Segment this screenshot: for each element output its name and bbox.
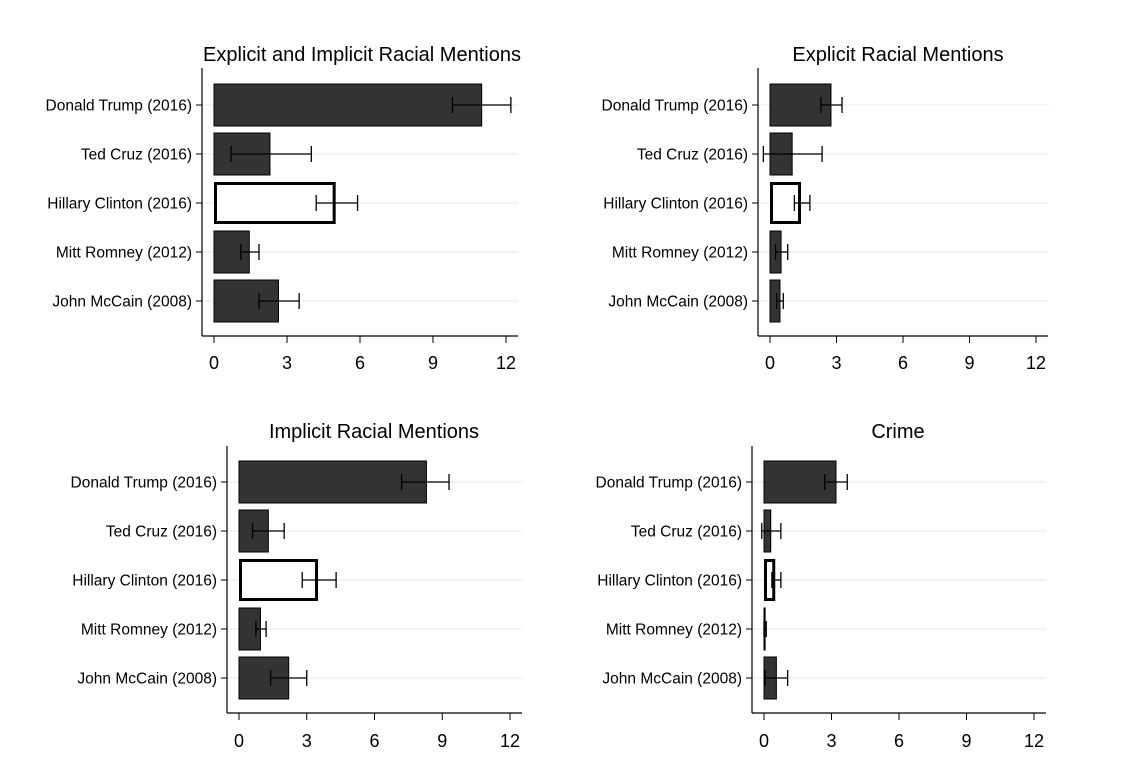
y-tick-label: Donald Trump (2016) xyxy=(596,475,742,492)
y-tick-label: Mitt Romney (2012) xyxy=(56,245,192,262)
x-tick-label: 3 xyxy=(282,353,292,373)
y-tick-label: John McCain (2008) xyxy=(52,294,192,311)
y-tick-label: Donald Trump (2016) xyxy=(71,475,217,492)
y-tick-label: Ted Cruz (2016) xyxy=(106,524,217,541)
y-tick-label: John McCain (2008) xyxy=(77,671,217,688)
chart-title: Explicit Racial Mentions xyxy=(792,44,1003,66)
chart-panel-1: Explicit and Implicit Racial Mentions Don… xyxy=(46,44,521,373)
y-tick-label: John McCain (2008) xyxy=(608,294,748,311)
x-tick-label: 3 xyxy=(302,731,312,751)
y-tick-label: Donald Trump (2016) xyxy=(602,98,748,115)
x-tick-label: 6 xyxy=(369,731,379,751)
x-tick-label: 12 xyxy=(500,731,520,751)
bar xyxy=(763,460,837,504)
y-tick-label: Ted Cruz (2016) xyxy=(81,147,192,164)
y-tick-label: Ted Cruz (2016) xyxy=(637,147,748,164)
bar xyxy=(238,460,427,504)
x-tick-label: 0 xyxy=(765,353,775,373)
chart-title: Crime xyxy=(871,421,924,443)
chart-panel-2: Explicit Racial Mentions Donald Trump (20… xyxy=(602,44,1048,373)
y-tick-label: Hillary Clinton (2016) xyxy=(72,573,217,590)
y-tick-label: John McCain (2008) xyxy=(602,671,742,688)
x-tick-label: 6 xyxy=(894,731,904,751)
y-tick-label: Mitt Romney (2012) xyxy=(606,622,742,639)
x-tick-label: 0 xyxy=(759,731,769,751)
x-tick-label: 0 xyxy=(209,353,219,373)
x-tick-label: 9 xyxy=(964,353,974,373)
y-tick-label: Hillary Clinton (2016) xyxy=(597,573,742,590)
x-tick-label: 6 xyxy=(355,353,365,373)
chart-panel-4: Crime Donald Trump (2016) Ted Cruz (2016) H… xyxy=(596,421,1046,751)
x-tick-label: 12 xyxy=(1024,731,1044,751)
y-tick-label: Ted Cruz (2016) xyxy=(631,524,742,541)
x-tick-label: 6 xyxy=(898,353,908,373)
x-tick-label: 0 xyxy=(234,731,244,751)
bar xyxy=(213,83,483,127)
chart-panel-3: Implicit Racial Mentions Donald Trump (20… xyxy=(71,421,522,751)
chart-title: Explicit and Implicit Racial Mentions xyxy=(203,44,521,66)
y-tick-label: Hillary Clinton (2016) xyxy=(603,196,748,213)
x-tick-label: 9 xyxy=(428,353,438,373)
x-tick-label: 9 xyxy=(437,731,447,751)
x-tick-label: 9 xyxy=(961,731,971,751)
x-tick-label: 3 xyxy=(831,353,841,373)
y-tick-label: Mitt Romney (2012) xyxy=(612,245,748,262)
y-tick-label: Hillary Clinton (2016) xyxy=(47,196,192,213)
x-tick-label: 12 xyxy=(1026,353,1046,373)
chart-title: Implicit Racial Mentions xyxy=(269,421,479,443)
bar xyxy=(214,182,336,224)
y-tick-label: Mitt Romney (2012) xyxy=(81,622,217,639)
x-tick-label: 12 xyxy=(496,353,516,373)
y-tick-label: Donald Trump (2016) xyxy=(46,98,192,115)
x-tick-label: 3 xyxy=(826,731,836,751)
